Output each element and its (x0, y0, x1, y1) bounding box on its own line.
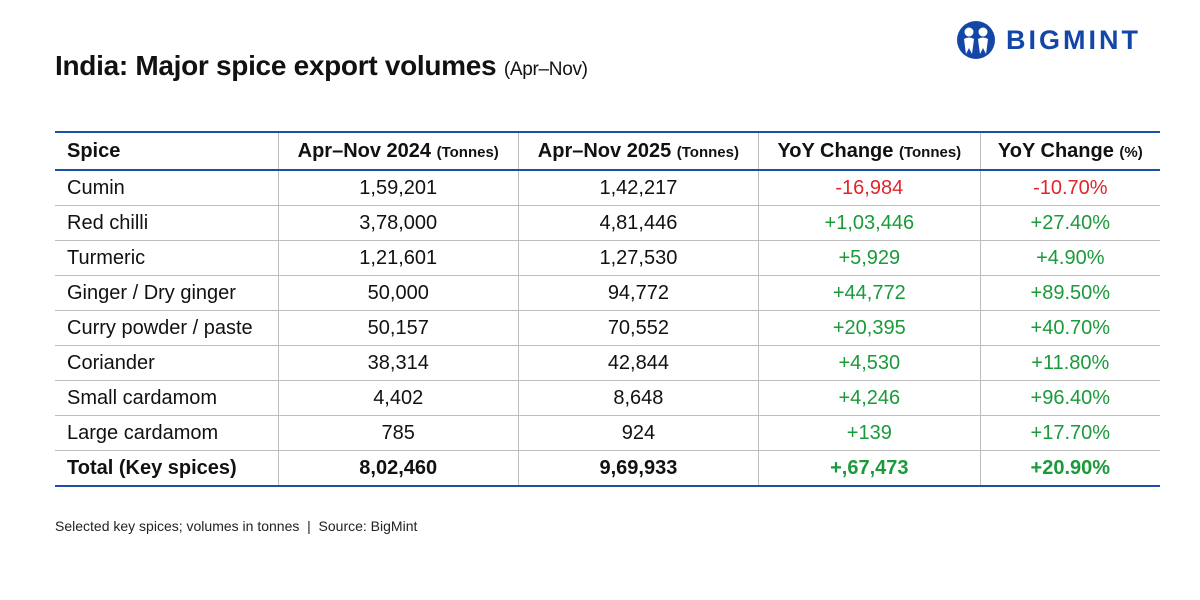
cell-y2025: 70,552 (517, 310, 759, 346)
header-unit: (Tonnes) (676, 143, 739, 161)
cell-pct: +4.90% (979, 240, 1160, 276)
cell-y2025: 9,69,933 (517, 450, 759, 487)
cell-y2025: 1,42,217 (517, 170, 759, 206)
cell-chg: +5,929 (757, 240, 981, 276)
cell-pct: -10.70% (979, 170, 1160, 206)
cell-spice: Cumin (55, 170, 279, 206)
page-title: India: Major spice export volumes (Apr–N… (55, 50, 588, 82)
cell-spice: Total (Key spices) (55, 450, 279, 487)
cell-chg: +20,395 (757, 310, 981, 346)
table-row: Ginger / Dry ginger 50,000 94,772 +44,772 +8… (55, 275, 1160, 311)
cell-y2024: 50,157 (277, 310, 519, 346)
header-label: Apr–Nov 2025 (537, 139, 672, 162)
header-row: Spice Apr–Nov 2024 (Tonnes) Apr–Nov 2025 (… (55, 132, 1160, 170)
table-row: Turmeric 1,21,601 1,27,530 +5,929 +4.90% (55, 240, 1160, 276)
cell-spice: Red chilli (55, 205, 279, 241)
cell-y2025: 1,27,530 (517, 240, 759, 276)
bigmint-logo: BIGMINT (956, 20, 1141, 60)
cell-spice: Turmeric (55, 240, 279, 276)
cell-chg: -16,984 (757, 170, 981, 206)
cell-pct: +89.50% (979, 275, 1160, 311)
header-label: YoY Change (777, 139, 894, 162)
cell-pct: +27.40% (979, 205, 1160, 241)
cell-y2024: 1,59,201 (277, 170, 519, 206)
cell-y2024: 8,02,460 (277, 450, 519, 487)
table-row: Large cardamom 785 924 +139 +17.70% (55, 415, 1160, 451)
cell-chg: +139 (757, 415, 981, 451)
cell-spice: Small cardamom (55, 380, 279, 416)
table-row: Curry powder / paste 50,157 70,552 +20,395 +… (55, 310, 1160, 346)
cell-spice: Large cardamom (55, 415, 279, 451)
table-row: Coriander 38,314 42,844 +4,530 +11.80% (55, 345, 1160, 381)
column-header: YoY Change (Tonnes) (757, 132, 981, 170)
cell-y2025: 4,81,446 (517, 205, 759, 241)
header-unit: (Tonnes) (898, 143, 962, 161)
spice-export-table: Spice Apr–Nov 2024 (Tonnes) Apr–Nov 2025 (… (55, 131, 1160, 487)
cell-pct: +17.70% (979, 415, 1160, 451)
cell-chg: +44,772 (757, 275, 981, 311)
header-label: YoY Change (997, 139, 1114, 162)
cell-y2024: 4,402 (277, 380, 519, 416)
cell-y2025: 8,648 (517, 380, 759, 416)
column-header: Spice (55, 132, 279, 170)
bigmint-logo-icon (957, 21, 995, 59)
cell-spice: Coriander (55, 345, 279, 381)
cell-chg: +4,530 (757, 345, 981, 381)
cell-y2024: 1,21,601 (277, 240, 519, 276)
cell-pct: +40.70% (979, 310, 1160, 346)
cell-pct: +96.40% (979, 380, 1160, 416)
cell-chg: +4,246 (757, 380, 981, 416)
subtitle: (Apr–Nov) (503, 59, 588, 80)
cell-chg: +,67,473 (757, 450, 981, 487)
header-label: Spice (67, 139, 121, 162)
cell-y2024: 3,78,000 (277, 205, 519, 241)
table-row: Cumin 1,59,201 1,42,217 -16,984 -10.70% (55, 170, 1160, 206)
total-row: Total (Key spices) 8,02,460 9,69,933 +,67,4… (55, 450, 1160, 487)
column-header: Apr–Nov 2025 (Tonnes) (517, 132, 759, 170)
header-unit: (%) (1119, 143, 1143, 161)
cell-y2024: 38,314 (277, 345, 519, 381)
cell-y2024: 785 (277, 415, 519, 451)
cell-y2025: 42,844 (517, 345, 759, 381)
title-text: India: Major spice export volumes (55, 50, 497, 81)
cell-pct: +11.80% (979, 345, 1160, 381)
cell-y2025: 924 (517, 415, 759, 451)
column-header: YoY Change (%) (979, 132, 1160, 170)
cell-spice: Curry powder / paste (55, 310, 279, 346)
footnote: Selected key spices; volumes in tonnes |… (55, 518, 418, 534)
header-unit: (Tonnes) (436, 143, 499, 161)
cell-pct: +20.90% (979, 450, 1160, 487)
cell-spice: Ginger / Dry ginger (55, 275, 279, 311)
cell-y2025: 94,772 (517, 275, 759, 311)
cell-chg: +1,03,446 (757, 205, 981, 241)
header-label: Apr–Nov 2024 (297, 139, 432, 162)
cell-y2024: 50,000 (277, 275, 519, 311)
column-header: Apr–Nov 2024 (Tonnes) (277, 132, 519, 170)
table-row: Small cardamom 4,402 8,648 +4,246 +96.40% (55, 380, 1160, 416)
table-row: Red chilli 3,78,000 4,81,446 +1,03,446 +27.4… (55, 205, 1160, 241)
logo-text: BIGMINT (1006, 24, 1141, 55)
